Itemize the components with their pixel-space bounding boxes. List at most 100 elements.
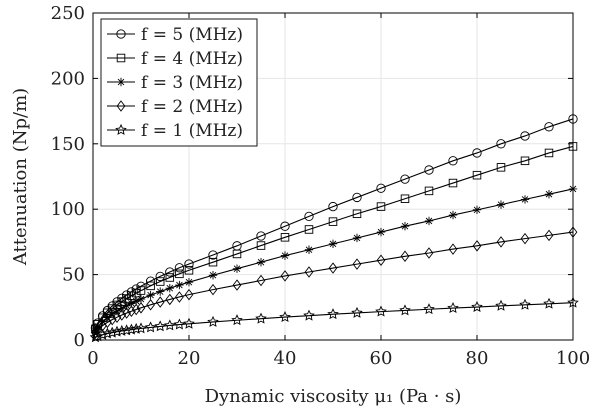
- data-point: [117, 309, 127, 321]
- data-point: [352, 192, 362, 203]
- x-tick-label: 0: [87, 348, 98, 369]
- data-point: [136, 302, 146, 314]
- data-point: [122, 301, 131, 310]
- data-point: [184, 266, 194, 275]
- x-tick-label: 60: [370, 348, 393, 369]
- data-point: [448, 156, 458, 166]
- data-point: [232, 264, 242, 273]
- data-point: [495, 299, 507, 311]
- data-point: [256, 241, 266, 250]
- data-point: [183, 317, 195, 329]
- data-point: [280, 270, 290, 282]
- data-point: [280, 233, 290, 242]
- data-point: [120, 324, 133, 336]
- data-point: [165, 267, 175, 277]
- data-point: [106, 326, 118, 338]
- data-point: [544, 229, 554, 242]
- data-point: [255, 312, 267, 324]
- x-tick-label: 40: [274, 348, 297, 369]
- x-tick-label: 20: [178, 348, 201, 369]
- data-point: [165, 293, 175, 306]
- data-point: [423, 303, 435, 315]
- data-point: [144, 321, 157, 333]
- data-point: [544, 189, 554, 199]
- data-point: [154, 320, 166, 332]
- data-point: [376, 183, 386, 193]
- legend-label: f = 4 (MHz): [141, 49, 243, 69]
- data-point: [112, 306, 122, 316]
- data-point: [544, 122, 554, 132]
- data-point: [327, 308, 339, 320]
- data-point: [130, 322, 142, 334]
- data-point: [98, 317, 107, 326]
- y-tick-label: 250: [51, 3, 85, 24]
- data-point: [352, 209, 362, 219]
- y-tick-label: 50: [62, 265, 85, 286]
- series-line-0: [92, 118, 574, 341]
- data-point: [184, 277, 194, 287]
- legend-label: f = 3 (MHz): [141, 73, 243, 93]
- data-point: [376, 227, 386, 237]
- data-point: [232, 249, 242, 259]
- data-point: [146, 299, 155, 311]
- data-point: [328, 239, 338, 249]
- data-point: [496, 139, 506, 149]
- data-point: [164, 319, 176, 331]
- data-point: [520, 131, 530, 141]
- data-point: [103, 316, 112, 329]
- series-lines: [92, 118, 574, 341]
- data-point: [280, 221, 290, 231]
- data-point: [448, 178, 458, 188]
- data-point: [155, 296, 165, 308]
- data-point: [155, 277, 165, 286]
- data-point: [122, 307, 131, 319]
- data-point: [116, 324, 128, 336]
- data-point: [96, 328, 109, 340]
- data-point: [376, 202, 386, 211]
- data-point: [472, 148, 482, 158]
- data-point: [92, 330, 104, 342]
- data-point: [328, 262, 338, 274]
- legend-marker: [116, 77, 126, 87]
- data-point: [519, 298, 531, 310]
- data-point: [131, 303, 141, 316]
- data-point: [136, 281, 146, 291]
- data-point: [146, 281, 155, 291]
- data-point: [520, 156, 530, 166]
- axis-ticks: 0 20 40 60 80 100 0 50 100 150 200 250: [51, 3, 591, 369]
- data-point: [135, 322, 147, 334]
- data-point: [132, 296, 141, 306]
- data-point: [256, 274, 266, 287]
- legend-label: f = 5 (MHz): [141, 25, 243, 45]
- data-point: [231, 314, 243, 326]
- data-point: [111, 325, 123, 337]
- x-tick-label: 80: [466, 348, 489, 369]
- data-point: [136, 286, 146, 295]
- data-point: [131, 288, 141, 298]
- data-point: [208, 271, 218, 280]
- legend-label: f = 1 (MHz): [141, 121, 243, 141]
- y-tick-label: 100: [51, 199, 85, 220]
- data-point: [544, 148, 554, 158]
- data-point: [303, 309, 315, 321]
- data-point: [91, 326, 100, 336]
- data-point: [93, 322, 102, 332]
- series-line-1: [92, 145, 574, 341]
- data-point: [424, 165, 434, 175]
- data-point: [400, 174, 410, 184]
- data-point: [448, 243, 458, 255]
- data-point: [165, 284, 174, 293]
- data-point: [127, 299, 136, 308]
- series-line-3: [92, 231, 574, 341]
- data-point: [472, 170, 482, 180]
- data-point: [328, 201, 338, 212]
- data-point: [175, 291, 184, 303]
- data-point: [145, 276, 156, 286]
- y-axis-label: Attenuation (Np/m): [10, 88, 31, 266]
- data-point: [208, 257, 218, 267]
- data-point: [424, 247, 434, 259]
- data-point: [448, 210, 458, 220]
- data-point: [184, 288, 194, 301]
- data-point: [400, 250, 410, 263]
